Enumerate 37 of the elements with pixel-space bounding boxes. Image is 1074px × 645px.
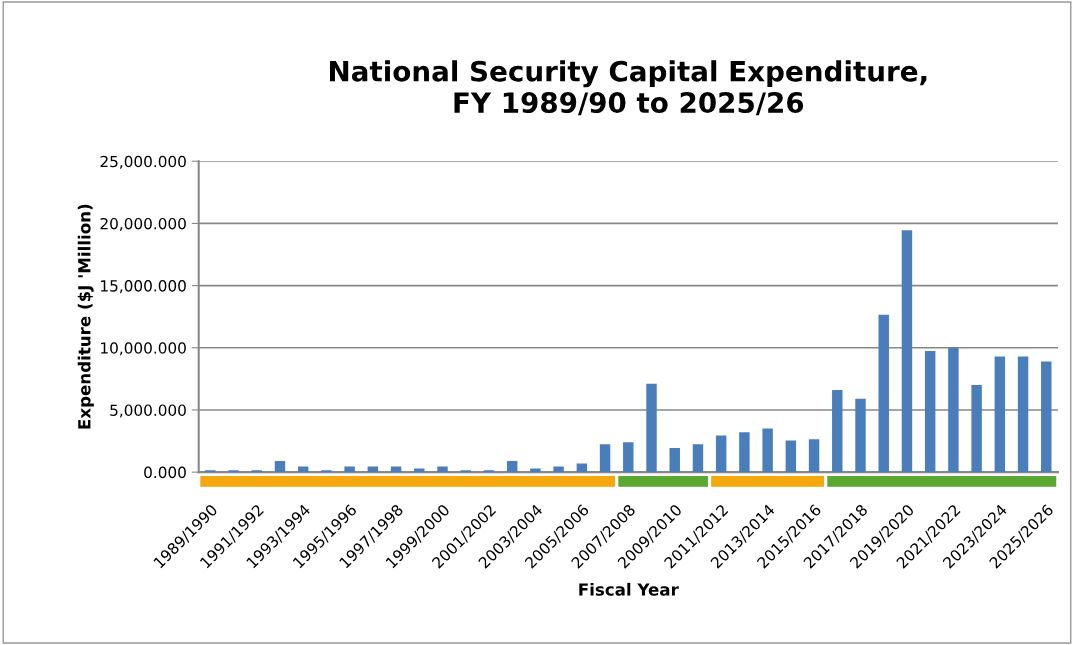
bar: [1041, 361, 1052, 473]
y-tick-label: 15,000.000: [101, 280, 186, 294]
bar: [506, 460, 518, 473]
bar: [715, 435, 727, 473]
bar: [437, 466, 448, 473]
bar: [994, 356, 1006, 473]
bar: [924, 350, 936, 473]
y-tick-label: 5,000.000: [110, 404, 186, 418]
bar: [669, 447, 680, 473]
bar: [414, 468, 425, 473]
bar: [599, 444, 611, 473]
bar: [971, 385, 982, 473]
bar: [901, 230, 913, 473]
bar: [762, 428, 773, 473]
bar: [1017, 356, 1029, 473]
bar: [832, 390, 843, 473]
y-tick-label: 25,000.000: [100, 155, 186, 169]
bar: [855, 398, 866, 473]
bar: [692, 444, 704, 473]
y-tick-label: 20,000.000: [100, 217, 186, 232]
y-tick-label: 10,000.000: [101, 342, 186, 356]
bar: [274, 460, 286, 473]
bar: [344, 466, 355, 473]
x-axis-title: Fiscal Year: [579, 582, 679, 596]
bar: [808, 439, 820, 473]
chart-title: National Security Capital Expenditure, FY 1989/90 to 2025/26: [330, 60, 927, 116]
bar: [739, 432, 750, 473]
bar: [948, 347, 959, 473]
bar: [878, 314, 889, 473]
bar: [553, 466, 564, 473]
bar: [646, 383, 657, 473]
bar: [530, 468, 541, 473]
bar: [576, 463, 588, 473]
y-tick-label: 0.000: [144, 466, 186, 479]
bar: [785, 440, 797, 473]
bar: [623, 442, 634, 473]
y-axis-title: Expenditure ($J 'Million): [77, 204, 94, 429]
